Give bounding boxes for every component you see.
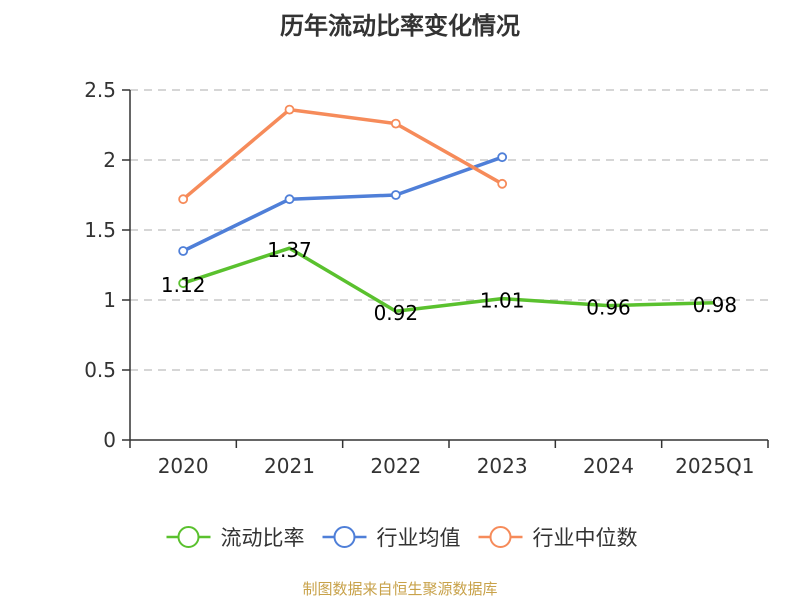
data-label: 0.92: [374, 301, 419, 325]
axes: 0 0.5 1 1.5 2 2.5 2020 2021 2022 2023 2024 2025Q1: [84, 78, 769, 478]
series-line: [182, 246, 715, 313]
series-lines: [178, 104, 715, 313]
legend-swatch-marker: [489, 526, 512, 548]
data-label: 1.12: [161, 273, 206, 297]
y-tick-label: 0: [103, 428, 116, 452]
x-tick-label: 2025Q1: [675, 454, 754, 478]
data-point: [284, 104, 295, 115]
data-label: 0.98: [693, 293, 738, 317]
data-label: 1.01: [480, 289, 525, 313]
x-tick-label: 2024: [583, 454, 634, 478]
y-tick-label: 1: [103, 288, 116, 312]
legend-swatch-marker: [333, 526, 356, 548]
data-point: [178, 246, 189, 256]
chart-title: 历年流动比率变化情况: [280, 12, 520, 40]
y-tick-label: 2: [103, 148, 116, 172]
data-point: [390, 118, 401, 129]
legend: 流动比率 行业均值 行业中位数: [166, 526, 638, 550]
data-label: 1.37: [267, 238, 312, 262]
series-line: [182, 155, 503, 253]
source-note: 制图数据来自恒生聚源数据库: [302, 580, 498, 598]
x-tick-label: 2020: [158, 454, 209, 478]
data-point: [284, 194, 295, 205]
data-point: [497, 178, 508, 189]
data-point: [178, 194, 189, 205]
x-tick-label: 2022: [370, 454, 421, 478]
data-point: [497, 152, 508, 163]
legend-label: 行业中位数: [533, 526, 638, 550]
x-tick-label: 2023: [477, 454, 528, 478]
series-line: [182, 107, 504, 201]
legend-swatch-marker: [177, 526, 200, 548]
data-labels: 1.12 1.37 0.92 1.01 0.96 0.98: [161, 238, 737, 325]
data-point: [178, 278, 189, 289]
legend-label: 行业均值: [377, 526, 461, 550]
data-label: 0.96: [586, 296, 631, 320]
y-tick-label: 1.5: [84, 218, 116, 242]
legend-label: 流动比率: [221, 526, 305, 550]
y-tick-label: 0.5: [84, 358, 116, 382]
y-tick-label: 2.5: [84, 78, 116, 102]
x-tick-label: 2021: [264, 454, 315, 478]
data-point: [390, 190, 401, 200]
